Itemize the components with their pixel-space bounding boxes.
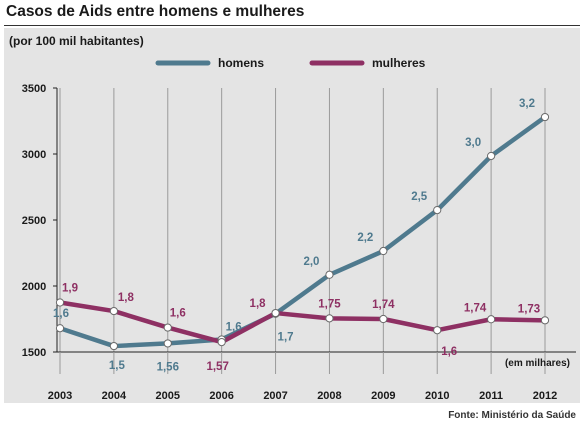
- mulheres-point: [487, 315, 496, 324]
- homens-data-label: 3,2: [519, 98, 535, 110]
- homens-data-label: 1,5: [109, 360, 126, 372]
- unit-note: (em milhares): [505, 358, 570, 369]
- homens-point: [163, 339, 172, 348]
- title-rule: [4, 25, 580, 26]
- chart-title: Casos de Aids entre homens e mulheres: [6, 3, 305, 20]
- source-note: Fonte: Ministério da Saúde: [448, 410, 576, 421]
- mulheres-data-label: 1,57: [206, 361, 228, 373]
- homens-data-label: 1,6: [53, 308, 69, 320]
- mulheres-point: [540, 316, 550, 325]
- x-tick-label: 2004: [102, 390, 127, 402]
- legend-label: mulheres: [372, 56, 426, 70]
- chart-subtitle: (por 100 mil habitantes): [9, 34, 144, 48]
- homens-point: [325, 270, 334, 279]
- homens-point: [109, 341, 118, 351]
- x-tick-label: 2011: [479, 390, 503, 402]
- homens-data-label: 1,56: [157, 361, 179, 373]
- homens-point: [487, 151, 496, 161]
- x-tick-label: 2003: [48, 390, 72, 402]
- homens-data-label: 2,5: [411, 191, 428, 203]
- y-tick-label: 2000: [22, 281, 46, 293]
- homens-point: [540, 112, 550, 122]
- mulheres-point: [379, 314, 388, 324]
- mulheres-data-label: 1,6: [441, 346, 457, 358]
- y-tick-label: 3000: [22, 149, 46, 161]
- x-tick-label: 2006: [209, 390, 233, 402]
- x-tick-label: 2009: [371, 390, 395, 402]
- mulheres-point: [217, 338, 226, 347]
- homens-line: [59, 115, 547, 349]
- y-tick-label: 1500: [22, 347, 46, 359]
- mulheres-point: [271, 308, 280, 318]
- x-tick-label: 2005: [156, 390, 180, 402]
- mulheres-data-label: 1,74: [372, 299, 395, 311]
- homens-point: [379, 246, 388, 256]
- mulheres-point: [325, 314, 334, 323]
- mulheres-data-label: 1,8: [118, 292, 135, 304]
- homens-point: [55, 324, 65, 333]
- homens-data-label: 2,0: [303, 256, 319, 268]
- homens-point: [433, 206, 442, 215]
- homens-data-label: 1,7: [278, 332, 294, 344]
- homens-data-label: 2,2: [357, 232, 373, 244]
- mulheres-data-label: 1,9: [62, 283, 78, 295]
- y-tick-label: 2500: [22, 215, 46, 227]
- mulheres-data-label: 1,74: [464, 302, 487, 314]
- x-tick-label: 2008: [317, 390, 341, 402]
- y-tick-label: 3500: [22, 83, 46, 95]
- x-tick-label: 2012: [533, 390, 557, 402]
- mulheres-point: [433, 326, 442, 335]
- legend-label: homens: [218, 56, 264, 70]
- x-tick-label: 2007: [263, 390, 287, 402]
- mulheres-data-label: 1,73: [518, 303, 540, 315]
- mulheres-line: [59, 300, 546, 345]
- mulheres-data-label: 1,8: [250, 298, 267, 310]
- mulheres-data-label: 1,6: [170, 308, 186, 320]
- mulheres-point: [163, 323, 172, 332]
- mulheres-data-label: 1,75: [318, 298, 341, 310]
- mulheres-point: [55, 298, 65, 307]
- x-tick-label: 2010: [425, 390, 449, 402]
- homens-data-label: 3,0: [465, 137, 481, 149]
- mulheres-point: [109, 306, 118, 316]
- homens-data-label: 1,6: [226, 321, 242, 333]
